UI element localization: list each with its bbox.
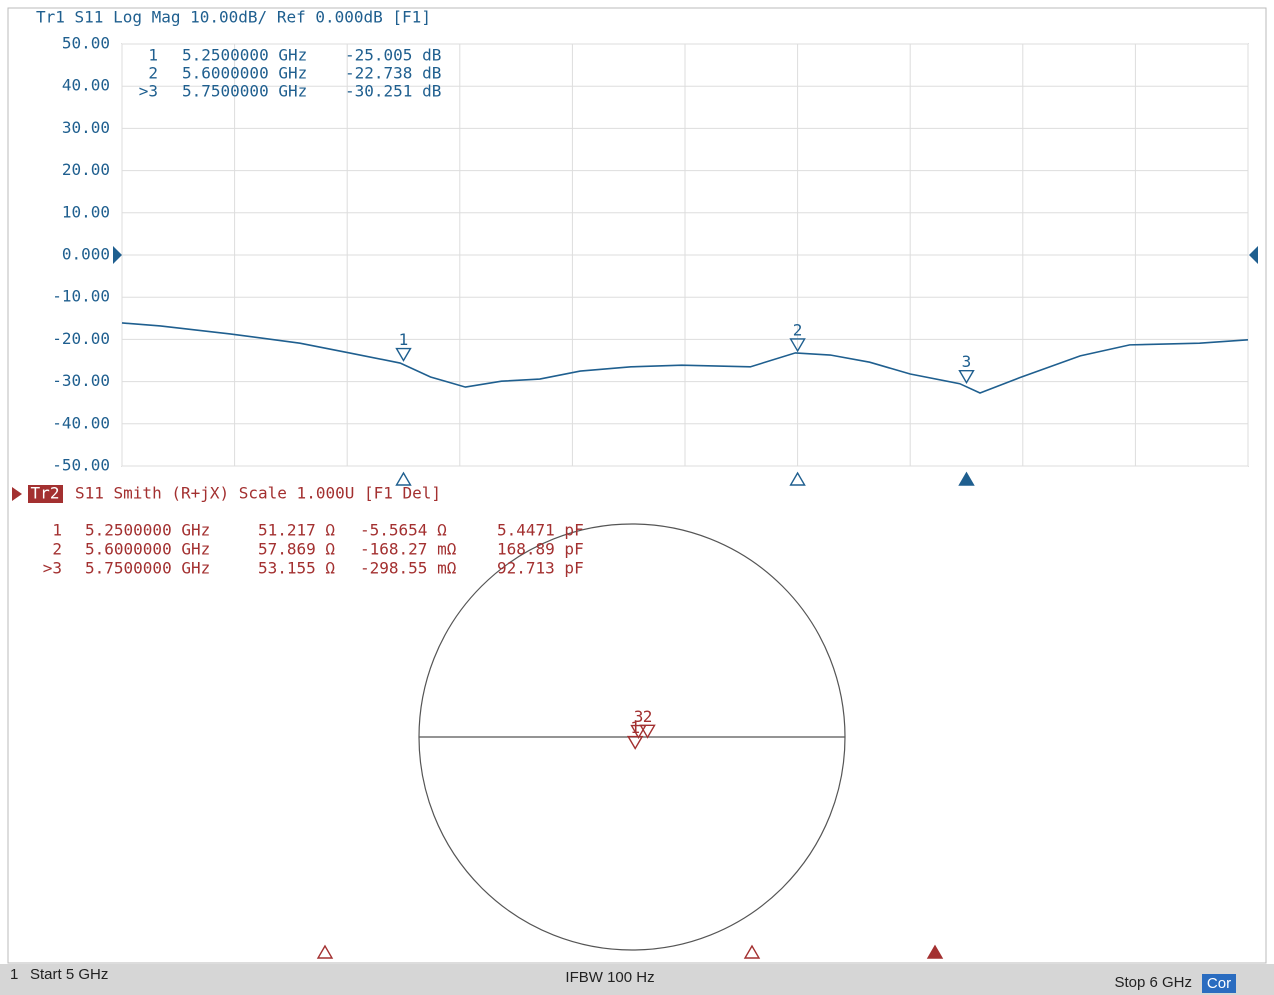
smith-marker-id: 2 xyxy=(643,707,653,726)
y-tick-label: 30.00 xyxy=(62,118,110,137)
status-bar xyxy=(0,964,1274,995)
readout-capacitance: 5.4471 pF xyxy=(497,521,584,540)
y-tick-label: -30.00 xyxy=(52,371,110,390)
marker-id: 1 xyxy=(399,330,409,349)
stop-freq: Stop 6 GHz xyxy=(1114,974,1192,991)
readout-frequency: 5.7500000 GHz xyxy=(85,559,210,578)
readout-label: 2 xyxy=(52,540,62,559)
readout-frequency: 5.6000000 GHz xyxy=(85,540,210,559)
readout-frequency: 5.7500000 GHz xyxy=(182,82,307,101)
trace2-tag-box xyxy=(28,485,63,503)
readout-label: >3 xyxy=(139,82,158,101)
smith-marker xyxy=(626,735,644,750)
ifbw: IFBW 100 Hz xyxy=(565,969,654,986)
marker-stimulus xyxy=(743,944,761,959)
marker-stimulus xyxy=(926,944,944,959)
y-tick-label: 50.00 xyxy=(62,34,110,53)
readout-capacitance: 92.713 pF xyxy=(497,559,584,578)
y-tick-label: -40.00 xyxy=(52,413,110,432)
marker-stimulus xyxy=(958,471,975,486)
y-tick-label: -10.00 xyxy=(52,287,110,306)
active-trace-arrow xyxy=(12,487,22,501)
marker-stimulus xyxy=(395,471,412,486)
y-tick-label: -50.00 xyxy=(52,456,110,475)
trace1-header: Tr1 S11 Log Mag 10.00dB/ Ref 0.000dB [F1… xyxy=(36,8,431,27)
marker xyxy=(395,347,412,362)
correction: Cor xyxy=(1207,975,1231,992)
cor-box xyxy=(1202,974,1236,993)
readout-reactance: -5.5654 Ω xyxy=(360,521,447,540)
smith-marker xyxy=(639,724,656,739)
readout-resistance: 57.869 Ω xyxy=(258,540,335,559)
reference-arrow-left xyxy=(113,246,122,264)
smith-marker xyxy=(630,724,647,739)
start-freq: Start 5 GHz xyxy=(30,966,108,983)
readout-capacitance: 168.89 pF xyxy=(497,540,584,559)
readout-label: 1 xyxy=(52,521,62,540)
channel: 1 xyxy=(10,966,18,983)
readout-label: >3 xyxy=(43,559,62,578)
marker-stimulus xyxy=(789,471,806,486)
y-tick-label: 40.00 xyxy=(62,76,110,95)
readout-value: -22.738 dB xyxy=(345,64,441,83)
readout-value: -25.005 dB xyxy=(345,46,441,65)
readout-frequency: 5.6000000 GHz xyxy=(182,64,307,83)
marker xyxy=(789,338,806,353)
readout-label: 2 xyxy=(148,64,158,83)
readout-resistance: 53.155 Ω xyxy=(258,559,335,578)
reference-arrow-right xyxy=(1249,246,1258,264)
readout-reactance: -298.55 mΩ xyxy=(360,559,457,578)
readout-frequency: 5.2500000 GHz xyxy=(85,521,210,540)
y-tick-label: -20.00 xyxy=(52,329,110,348)
trace2-tag: Tr2 xyxy=(31,484,60,503)
trace2-header: S11 Smith (R+jX) Scale 1.000U [F1 Del] xyxy=(75,484,441,503)
readout-value: -30.251 dB xyxy=(345,82,441,101)
y-tick-label: 0.000 xyxy=(62,245,110,264)
smith-marker-id: 3 xyxy=(634,707,644,726)
y-tick-label: 10.00 xyxy=(62,202,110,221)
marker-id: 3 xyxy=(962,352,972,371)
readout-resistance: 51.217 Ω xyxy=(258,521,335,540)
marker xyxy=(958,369,975,385)
readout-reactance: -168.27 mΩ xyxy=(360,540,457,559)
readout-label: 1 xyxy=(148,46,158,65)
readout-frequency: 5.2500000 GHz xyxy=(182,46,307,65)
y-tick-label: 20.00 xyxy=(62,160,110,179)
smith-marker-id: 1 xyxy=(630,718,640,737)
marker-stimulus xyxy=(316,944,334,959)
marker-id: 2 xyxy=(793,320,803,339)
trace xyxy=(121,322,1249,394)
screen-frame xyxy=(7,7,1267,964)
